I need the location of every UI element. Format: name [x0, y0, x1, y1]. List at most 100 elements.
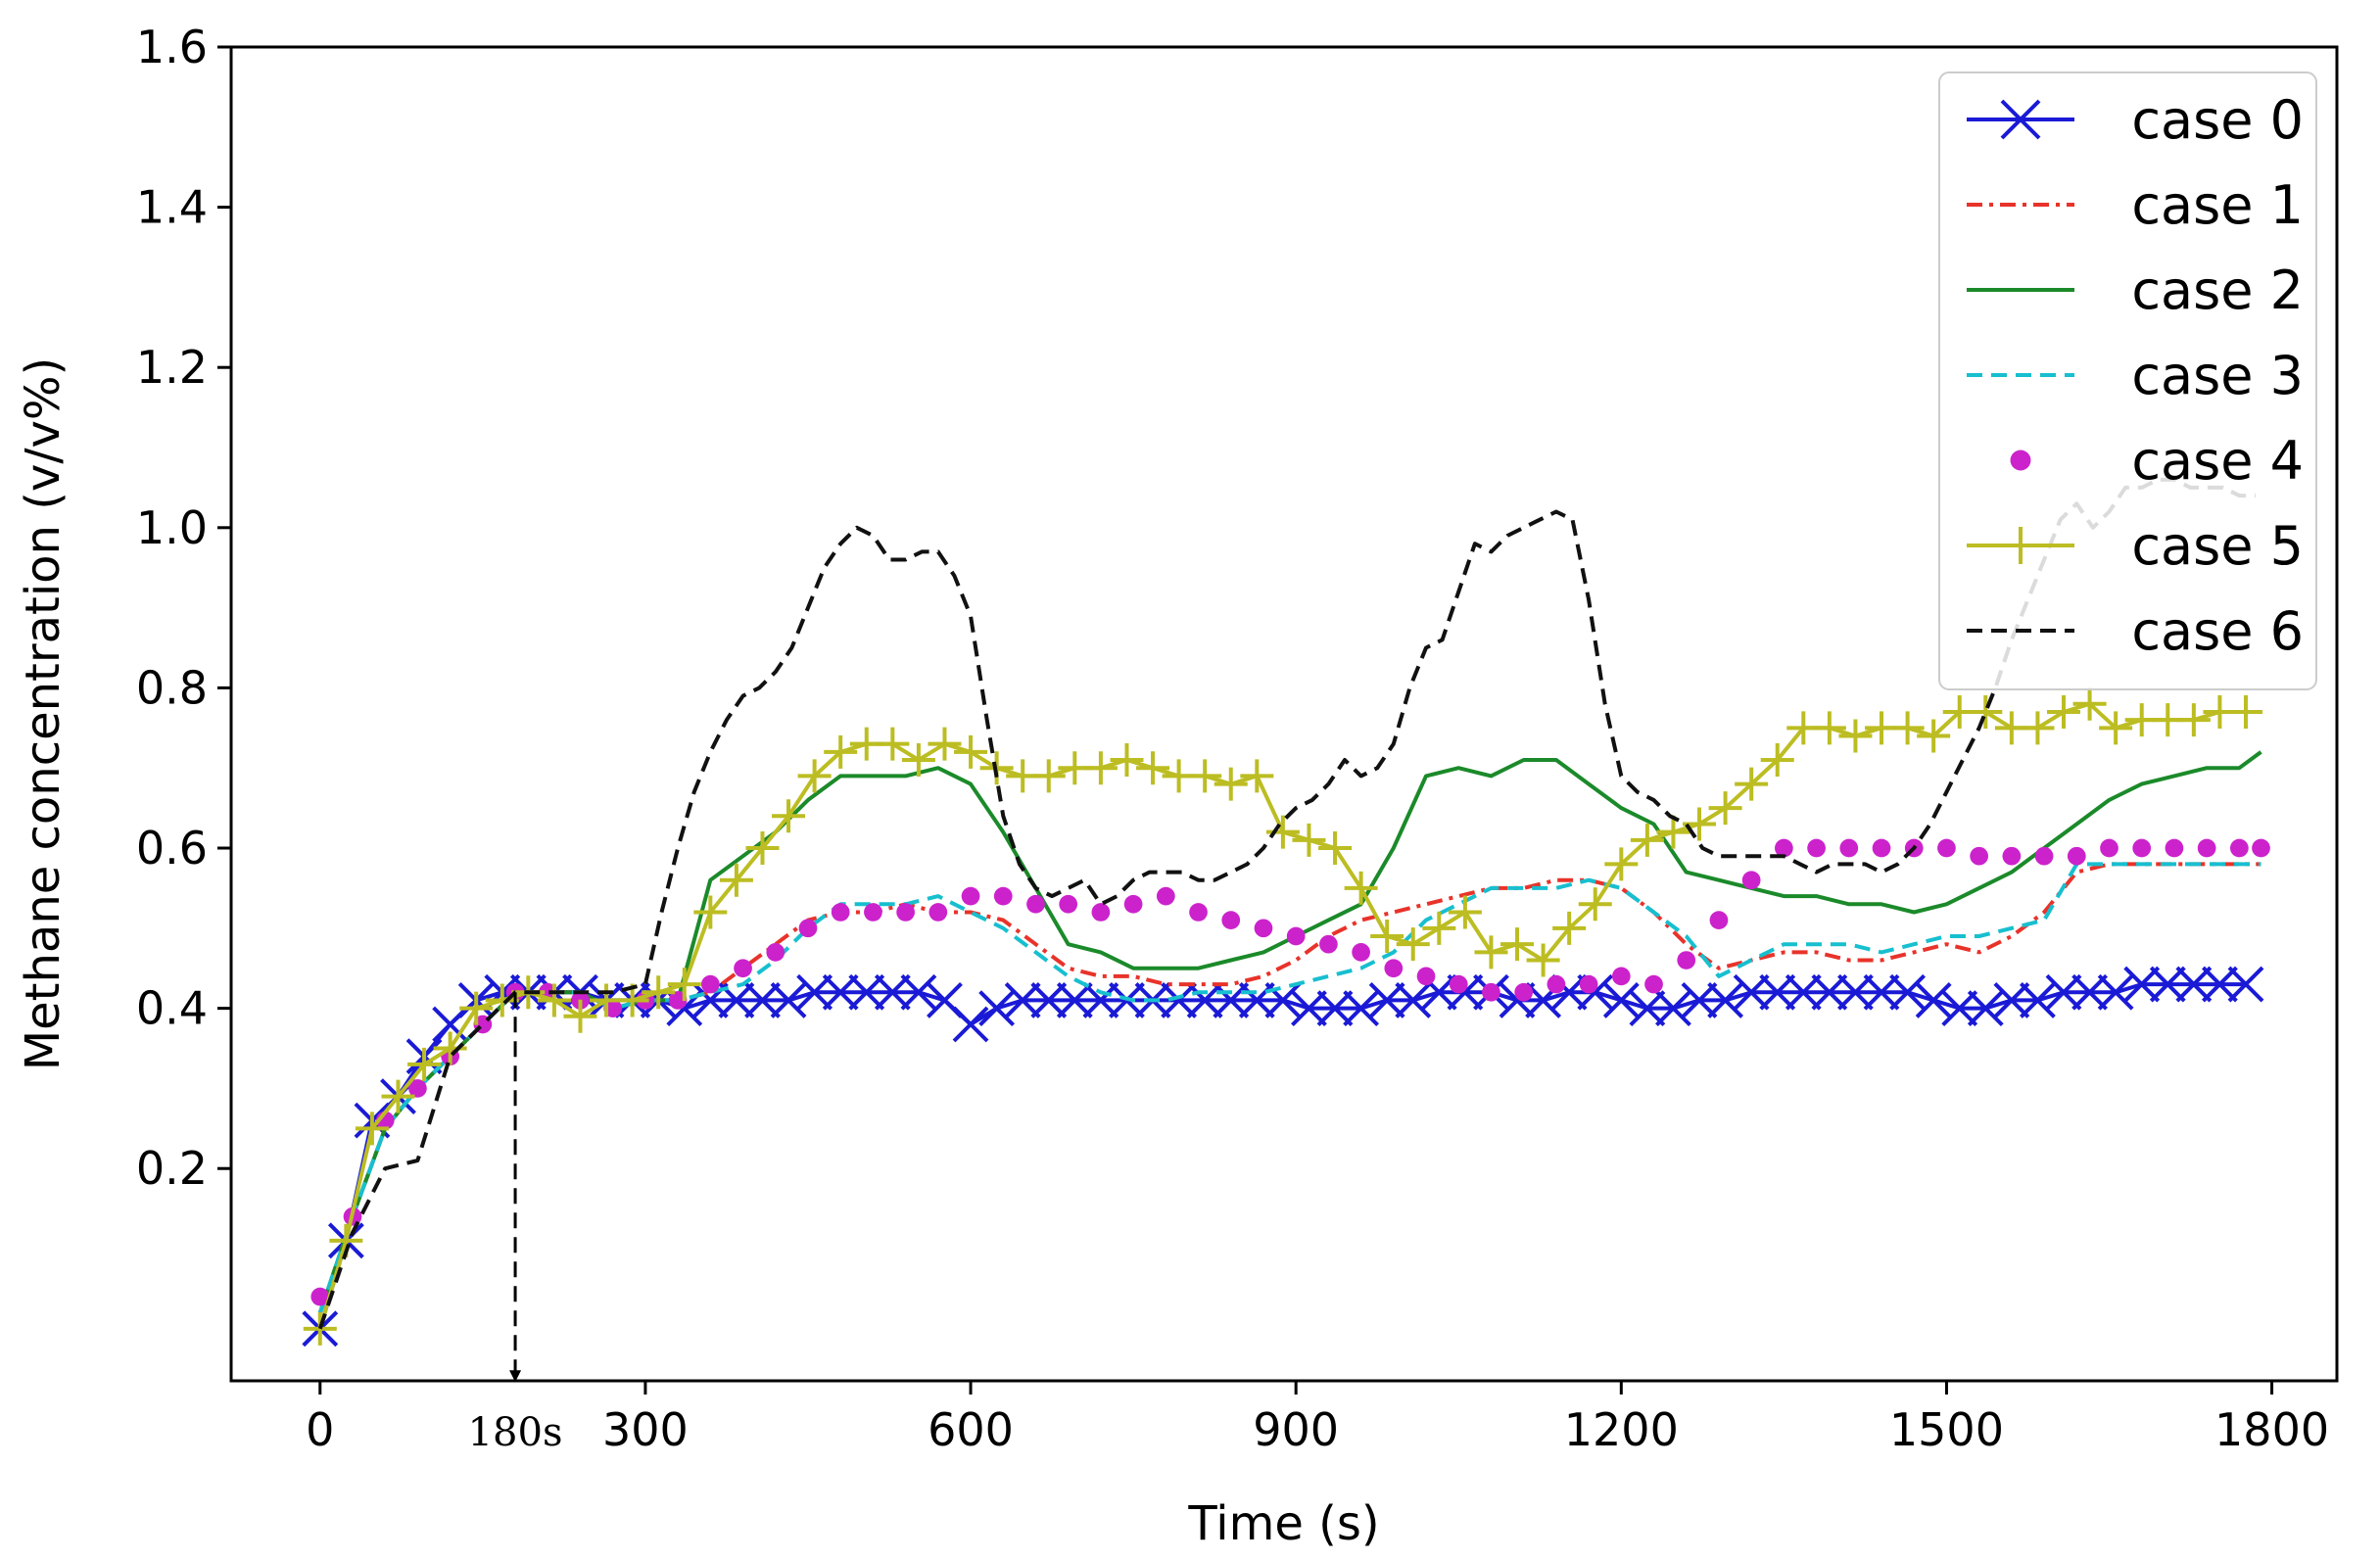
legend-label: case 1 [2131, 174, 2304, 236]
data-point [667, 968, 701, 1002]
legend-entry: case 3 [1967, 345, 2304, 406]
data-point [1941, 990, 1978, 1027]
data-point [2252, 838, 2270, 858]
legend-entry: case 1 [1967, 174, 2304, 236]
data-point [1083, 751, 1118, 785]
data-point [901, 743, 935, 778]
data-point [1448, 895, 1482, 929]
y-tick-label: 0.8 [136, 661, 208, 714]
data-point [2176, 703, 2211, 737]
data-point [1807, 838, 1826, 858]
data-point [1812, 711, 1846, 745]
data-point [797, 759, 832, 793]
x-tick-label: 1200 [1564, 1403, 1679, 1456]
data-point [1474, 935, 1508, 970]
data-point [796, 973, 833, 1011]
x-tick-label: 1500 [1889, 1403, 2004, 1456]
data-point [433, 1031, 467, 1065]
data-point [1395, 982, 1432, 1018]
data-point [2123, 966, 2161, 1003]
data-point [2197, 838, 2216, 858]
data-point [1254, 919, 1273, 938]
data-point [2097, 973, 2134, 1011]
data-point [1604, 847, 1639, 881]
data-point [874, 973, 911, 1011]
data-point [1552, 911, 1587, 945]
data-point [900, 973, 937, 1011]
legend-swatch-marker [2002, 527, 2039, 564]
data-point [1396, 927, 1430, 962]
data-point [734, 959, 752, 978]
series-line [317, 862, 2261, 1314]
x-tick-label: 1800 [2214, 1403, 2329, 1456]
data-point [2020, 982, 2056, 1018]
data-point [1422, 911, 1456, 945]
data-point [1526, 943, 1560, 977]
data-point [831, 903, 850, 922]
data-point [1213, 982, 1250, 1018]
data-point [864, 903, 882, 922]
data-point [1030, 982, 1068, 1018]
data-point [1760, 743, 1794, 778]
data-point [1917, 719, 1951, 753]
data-point [993, 886, 1013, 906]
data-point [1969, 694, 2003, 729]
data-point [1368, 982, 1405, 1018]
data-point [954, 734, 988, 769]
data-point [1579, 974, 1598, 994]
data-point [952, 1006, 989, 1043]
data-point [1611, 967, 1631, 986]
data-point [1292, 823, 1326, 857]
data-point [2230, 838, 2249, 858]
data-point [928, 903, 948, 922]
y-tick-label: 1.0 [136, 501, 208, 554]
data-point [1343, 990, 1380, 1027]
data-point [1265, 815, 1300, 849]
data-point [2165, 838, 2184, 858]
data-point [1863, 973, 1900, 1011]
data-point [1915, 982, 1952, 1018]
legend-label: case 3 [2131, 345, 2304, 406]
data-point [2202, 966, 2238, 1003]
data-point [1811, 973, 1848, 1011]
data-point [563, 999, 597, 1033]
data-point [1214, 767, 1248, 801]
data-point [876, 727, 910, 761]
data-point [1189, 903, 1208, 922]
y-tick-label: 0.6 [136, 822, 208, 875]
data-point [1872, 838, 1891, 858]
data-point [1370, 920, 1404, 953]
data-point [772, 799, 806, 833]
data-point [770, 982, 807, 1018]
data-point [1286, 926, 1306, 946]
data-point [1655, 990, 1691, 1027]
data-point [1161, 982, 1198, 1018]
series-case-0 [302, 966, 2264, 1348]
data-point [1837, 973, 1874, 1011]
data-point [1630, 823, 1664, 857]
data-point [1416, 967, 1436, 986]
data-point [408, 1079, 427, 1098]
legend: case 0 case 1 case 2 case 3 case 4 case 5 case… [1938, 71, 2317, 690]
data-point [1838, 719, 1873, 753]
data-point [1004, 982, 1041, 1018]
data-point [1602, 982, 1640, 1018]
data-point [1059, 894, 1078, 914]
data-point [381, 1079, 415, 1113]
y-tick-label: 1.2 [136, 341, 208, 394]
data-point [1785, 973, 1822, 1011]
y-tick-label: 1.4 [136, 181, 208, 234]
data-point [928, 727, 962, 761]
annotation-layer: 180s [468, 992, 562, 1455]
data-point [1578, 887, 1612, 922]
data-point [1352, 943, 1370, 962]
data-point [961, 886, 980, 906]
data-point [1031, 759, 1066, 793]
data-point [1775, 838, 1793, 858]
legend-label: case 0 [2131, 89, 2304, 151]
data-point [2229, 694, 2262, 729]
data-point [693, 895, 728, 929]
data-point [2149, 966, 2186, 1003]
data-point [459, 991, 494, 1025]
data-point [1082, 982, 1119, 1018]
